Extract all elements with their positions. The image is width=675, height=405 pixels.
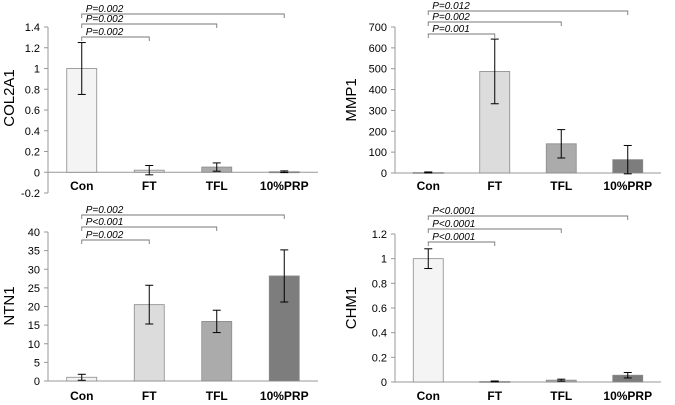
significance-bracket <box>81 239 150 244</box>
x-category-label: 10%PRP <box>603 389 652 403</box>
significance-bracket <box>81 13 285 18</box>
y-tick-label: 0 <box>34 376 40 388</box>
y-tick-label: 0.2 <box>372 352 387 364</box>
y-axis-title: CHM1 <box>343 287 360 330</box>
y-tick-label: 700 <box>369 22 387 34</box>
p-value-label: P<0.0001 <box>432 219 475 230</box>
significance-bracket <box>427 21 562 26</box>
y-tick-label: 0.8 <box>25 84 40 96</box>
y-tick-label: 0 <box>381 377 387 389</box>
chart-panel-mmp1: 0 100 200 300 400 500 600 700 Con FT TFL 10%PRP P=0.… <box>343 1 661 193</box>
y-tick-label: 0.8 <box>372 278 387 290</box>
x-category-label: TFL <box>206 179 228 193</box>
y-tick-label: 30 <box>28 264 40 276</box>
y-tick-label: 0 <box>381 168 387 180</box>
y-tick-label: 600 <box>369 43 387 55</box>
y-tick-label: -0.2 <box>21 188 40 200</box>
x-category-label: TFL <box>550 179 572 193</box>
x-category-label: Con <box>417 389 440 403</box>
significance-bracket <box>427 33 496 38</box>
y-axis-title: COL2A1 <box>1 69 18 127</box>
significance-bracket <box>427 215 629 220</box>
y-tick-label: 5 <box>34 357 40 369</box>
x-category-label: FT <box>487 389 502 403</box>
y-tick-label: 40 <box>28 227 40 239</box>
y-tick-label: 1.2 <box>25 43 40 55</box>
y-tick-label: 0.4 <box>25 126 40 138</box>
significance-bracket <box>427 10 629 15</box>
x-category-label: 10%PRP <box>260 389 309 403</box>
x-category-label: TFL <box>550 389 572 403</box>
y-tick-label: 500 <box>369 64 387 76</box>
p-value-label: P<0.001 <box>86 217 124 228</box>
y-tick-label: 0.6 <box>372 303 387 315</box>
chart-panel-chm1: 0 0.2 0.4 0.6 0.8 1 1.2 Con FT TFL 10%PRP P<0.0001 P… <box>343 206 661 403</box>
y-tick-label: 1 <box>381 254 387 266</box>
x-category-label: Con <box>417 179 440 193</box>
y-tick-label: 1 <box>34 64 40 76</box>
x-category-label: 10%PRP <box>603 179 652 193</box>
significance-bracket <box>81 23 218 28</box>
x-category-label: FT <box>487 179 502 193</box>
y-axis-title: MMP1 <box>343 78 360 121</box>
y-tick-label: 0.4 <box>372 328 387 340</box>
p-value-label: P=0.001 <box>432 24 470 35</box>
significance-bracket <box>427 228 562 233</box>
p-value-label: P<0.0001 <box>432 232 475 243</box>
y-tick-label: 300 <box>369 105 387 117</box>
y-tick-label: 10 <box>28 339 40 351</box>
x-category-label: FT <box>142 389 157 403</box>
bar-con <box>412 258 444 383</box>
y-axis-title: NTN1 <box>1 286 18 325</box>
y-tick-label: 1.2 <box>372 229 387 241</box>
p-value-label: P=0.012 <box>432 1 470 12</box>
significance-bracket <box>81 226 218 231</box>
p-value-label: P=0.002 <box>86 230 124 241</box>
y-tick-label: 400 <box>369 85 387 97</box>
y-tick-label: 25 <box>28 283 40 295</box>
y-tick-label: 0 <box>34 167 40 179</box>
x-category-label: 10%PRP <box>260 179 309 193</box>
p-value-label: P<0.0001 <box>432 206 475 217</box>
x-category-label: Con <box>70 179 93 193</box>
y-tick-label: 200 <box>369 126 387 138</box>
y-tick-label: 20 <box>28 302 40 314</box>
p-value-label: P=0.002 <box>86 27 124 38</box>
significance-bracket <box>81 214 285 219</box>
p-value-label: P=0.002 <box>432 12 470 23</box>
y-tick-label: 0.6 <box>25 105 40 117</box>
x-category-label: FT <box>142 179 157 193</box>
x-category-label: Con <box>70 389 93 403</box>
p-value-label: P=0.002 <box>86 14 124 25</box>
chart-panel-col2a1: -0.2 0 0.2 0.4 0.6 0.8 1 1.2 1.4 Con FT TFL 10%PRP P=… <box>1 4 318 200</box>
significance-bracket <box>427 241 496 246</box>
y-tick-label: 1.4 <box>25 22 40 34</box>
y-tick-label: 15 <box>28 320 40 332</box>
x-category-label: TFL <box>206 389 228 403</box>
significance-bracket <box>81 36 150 41</box>
y-tick-label: 0.2 <box>25 147 40 159</box>
y-tick-label: 35 <box>28 246 40 258</box>
p-value-label: P=0.002 <box>86 4 124 15</box>
p-value-label: P=0.002 <box>86 205 124 216</box>
y-tick-label: 100 <box>369 147 387 159</box>
